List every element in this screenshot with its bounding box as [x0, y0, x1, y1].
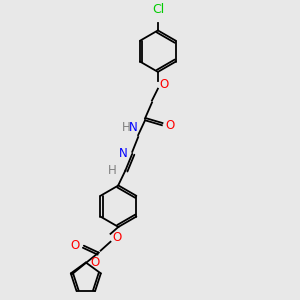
Text: O: O [91, 256, 100, 269]
Text: O: O [112, 231, 122, 244]
Text: N: N [118, 147, 127, 161]
Text: O: O [166, 119, 175, 132]
Text: H: H [108, 164, 116, 177]
Text: Cl: Cl [152, 3, 164, 16]
Text: O: O [160, 78, 169, 91]
Text: N: N [129, 121, 138, 134]
Text: H: H [122, 121, 131, 134]
Text: O: O [70, 239, 80, 252]
